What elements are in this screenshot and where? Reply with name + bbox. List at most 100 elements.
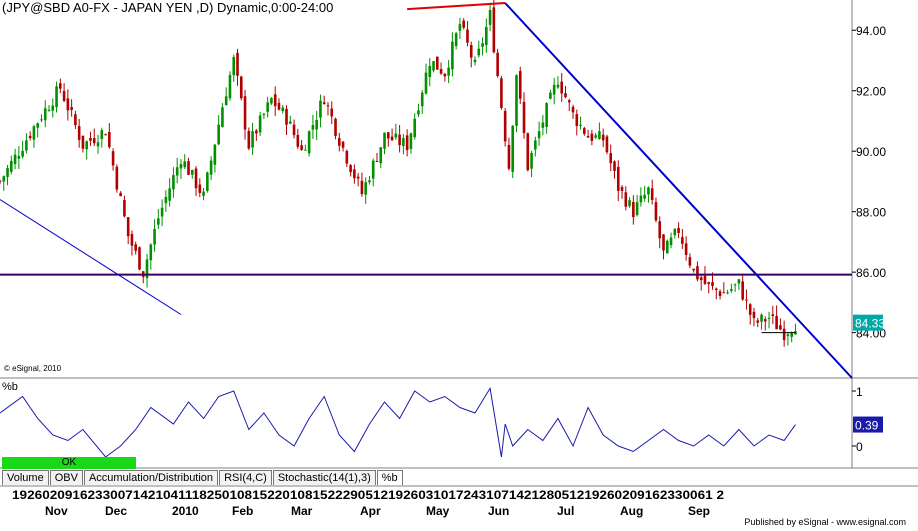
candle-body <box>273 94 277 107</box>
candle-body <box>300 145 303 150</box>
candle <box>530 150 533 178</box>
candle <box>183 154 187 169</box>
candle-body <box>436 56 439 70</box>
candle-body <box>304 149 307 151</box>
candle <box>556 76 560 89</box>
candle <box>243 89 247 140</box>
candle <box>62 83 66 103</box>
candle <box>496 48 499 78</box>
candle-body <box>364 182 367 195</box>
candle <box>432 60 435 73</box>
candle-body <box>183 161 187 168</box>
candle <box>43 100 47 128</box>
candle-body <box>733 284 737 286</box>
candle <box>541 114 545 136</box>
candle <box>477 40 481 58</box>
watermark: © eSignal, 2010 <box>4 364 62 373</box>
candle <box>262 112 266 120</box>
candle-body <box>647 187 650 195</box>
candle <box>575 109 579 136</box>
candle-body <box>379 147 383 164</box>
candle-body <box>458 24 462 31</box>
candle <box>277 98 281 111</box>
candle <box>643 185 646 202</box>
candle-body <box>326 105 330 107</box>
candle <box>714 287 718 300</box>
candle <box>628 197 631 208</box>
candle <box>469 41 473 68</box>
candle-body <box>488 10 492 25</box>
candle-body <box>571 106 575 113</box>
candle <box>515 74 518 133</box>
candle-body <box>583 128 586 134</box>
candle-body <box>292 124 296 136</box>
candle <box>583 126 586 136</box>
candle-body <box>567 100 571 103</box>
candle-body <box>157 218 160 225</box>
candle-body <box>394 133 398 138</box>
candle-body <box>232 56 236 76</box>
candle <box>0 179 2 185</box>
candle <box>447 60 450 84</box>
candle <box>760 313 763 330</box>
candle-body <box>288 121 292 124</box>
candle-body <box>428 66 432 77</box>
candle-body <box>658 221 662 239</box>
tab-obv[interactable]: OBV <box>49 470 83 485</box>
candle-body <box>224 96 228 106</box>
candle-body <box>564 93 567 98</box>
candle-body <box>119 192 122 197</box>
candle <box>639 187 643 207</box>
candle <box>59 78 62 94</box>
candle <box>398 125 401 153</box>
candle <box>782 320 786 347</box>
candle <box>428 58 432 87</box>
candle-body <box>66 98 70 111</box>
candle-body <box>32 126 36 140</box>
candle <box>255 129 258 141</box>
candle <box>315 111 318 141</box>
candle-body <box>632 201 635 218</box>
candle <box>545 102 548 134</box>
tab-stochastic[interactable]: Stochastic(14(1),3) <box>272 470 376 485</box>
candle <box>564 85 567 99</box>
candle <box>360 172 364 197</box>
candle-body <box>594 135 597 138</box>
candle-body <box>221 107 224 128</box>
candle <box>138 246 141 271</box>
candle-body <box>115 166 119 190</box>
candle <box>123 195 126 218</box>
candle <box>424 63 428 95</box>
tab-accumulation-distribution[interactable]: Accumulation/Distribution <box>83 470 219 485</box>
day-labels: 1926020916233007142104111825010815220108… <box>12 488 724 502</box>
candle <box>17 146 21 169</box>
candle-body <box>409 133 413 149</box>
candle <box>665 239 669 254</box>
candle-body <box>217 124 220 145</box>
candle <box>722 282 726 294</box>
candle-body <box>172 175 175 190</box>
candle <box>77 118 81 148</box>
tab-percent-b[interactable]: %b <box>376 470 403 485</box>
candle-body <box>579 124 582 126</box>
candle-body <box>605 136 609 153</box>
candle-body <box>134 244 138 251</box>
candle <box>353 164 356 184</box>
candle-body <box>17 156 21 159</box>
candle-body <box>130 234 134 246</box>
ok-button[interactable]: OK <box>2 457 136 469</box>
candle <box>96 134 100 154</box>
candle <box>375 152 379 162</box>
candle-body <box>213 144 217 165</box>
candle-body <box>387 132 390 139</box>
tab-volume[interactable]: Volume <box>2 470 49 485</box>
candle-body <box>315 119 318 130</box>
candle-body <box>730 289 733 291</box>
candle <box>179 159 183 179</box>
candle-body <box>432 61 435 71</box>
candle-body <box>402 138 405 146</box>
tab-rsi[interactable]: RSI(4,C) <box>219 470 272 485</box>
candle <box>364 177 367 204</box>
candle <box>420 90 424 114</box>
